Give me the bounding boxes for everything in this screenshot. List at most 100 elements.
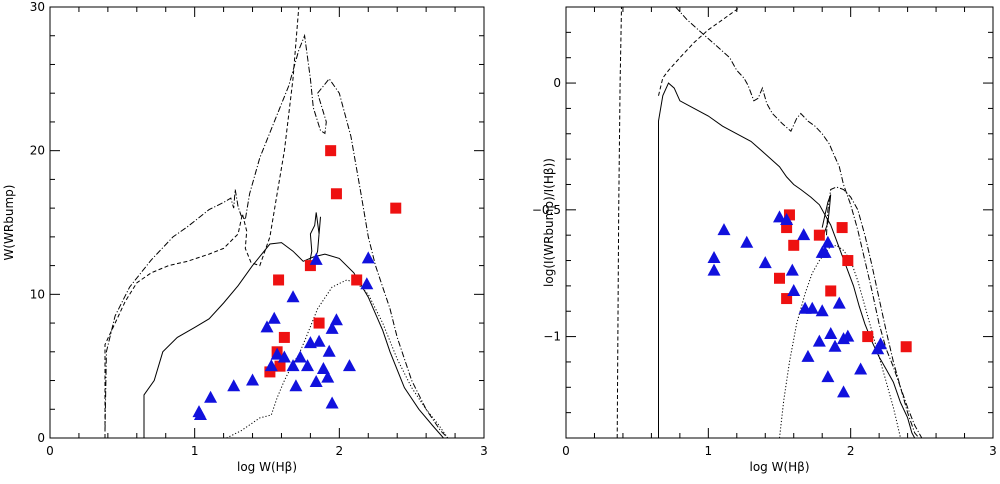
data-markers — [192, 145, 402, 421]
triangle-point — [277, 350, 291, 363]
triangle-point — [801, 349, 815, 362]
triangle-point — [841, 329, 855, 342]
square-point — [273, 274, 285, 286]
model-curve-solid — [308, 212, 321, 266]
triangle-point — [815, 304, 829, 317]
model-curve-dashdot — [826, 186, 920, 438]
model-curve-dashed — [658, 7, 740, 96]
triangle-point — [312, 334, 326, 347]
y-tick-label: 0 — [553, 76, 561, 90]
square-point — [390, 202, 402, 214]
triangle-point — [227, 379, 241, 392]
square-point — [304, 260, 316, 272]
square-point — [330, 188, 342, 200]
square-point — [313, 317, 325, 329]
triangle-point — [787, 283, 801, 296]
triangle-point — [824, 327, 838, 340]
model-curve-dashdot — [104, 33, 449, 438]
model-curve-dotted — [226, 279, 449, 438]
triangle-point — [193, 408, 207, 421]
model-curves — [50, 7, 449, 438]
triangle-point — [812, 334, 826, 347]
triangle-point — [361, 251, 375, 264]
triangle-point — [785, 263, 799, 276]
triangle-point — [874, 337, 888, 350]
x-tick-label: 1 — [191, 444, 199, 458]
model-curve-dashed — [616, 7, 622, 438]
y-axis-label: W(WRbump) — [2, 185, 16, 261]
triangle-point — [828, 339, 842, 352]
square-point — [900, 341, 912, 353]
x-tick-label: 2 — [847, 444, 855, 458]
square-point — [836, 222, 848, 234]
triangle-point — [818, 245, 832, 258]
square-point — [278, 331, 290, 343]
x-tick-label: 2 — [336, 444, 344, 458]
triangle-point — [329, 313, 343, 326]
square-point — [825, 285, 837, 297]
triangle-point — [316, 362, 330, 375]
triangle-point — [797, 228, 811, 241]
triangle-point — [270, 347, 284, 360]
x-axis-label: log W(Hβ) — [237, 460, 297, 474]
model-curve-solid — [821, 194, 832, 236]
triangle-point — [286, 290, 300, 303]
triangle-point — [325, 321, 339, 334]
triangle-point — [286, 359, 300, 372]
triangle-point — [740, 235, 754, 248]
triangle-point — [321, 370, 335, 383]
triangle-point — [707, 250, 721, 263]
square-point — [264, 366, 276, 378]
triangle-point — [821, 235, 835, 248]
square-point — [842, 255, 854, 267]
model-curve-dotted — [779, 244, 901, 438]
square-point — [813, 229, 825, 241]
square-point — [862, 331, 874, 343]
y-tick-label: 20 — [30, 144, 45, 158]
square-point — [325, 145, 337, 157]
square-point — [781, 293, 793, 305]
triangle-point — [267, 311, 281, 324]
triangle-point — [293, 350, 307, 363]
square-point — [783, 209, 795, 221]
triangle-point — [717, 223, 731, 236]
triangle-point — [758, 256, 772, 269]
triangle-point — [301, 359, 315, 372]
triangle-point — [773, 210, 786, 223]
square-point — [351, 274, 363, 286]
triangle-point — [260, 320, 274, 333]
triangle-point — [832, 296, 846, 309]
square-point — [274, 360, 286, 372]
right-plot-frame — [565, 6, 994, 439]
model-curve-solid — [50, 242, 444, 438]
triangle-point — [780, 212, 794, 225]
square-point — [781, 222, 793, 234]
model-curve-solid — [658, 82, 916, 438]
triangle-point — [360, 277, 374, 290]
triangle-point — [707, 263, 721, 276]
x-tick-label: 1 — [705, 444, 713, 458]
x-tick-label: 0 — [46, 444, 54, 458]
triangle-point — [325, 396, 339, 409]
model-curve-dashdot — [675, 7, 923, 438]
square-point — [788, 239, 800, 251]
left-plot-frame — [49, 6, 485, 439]
triangle-point — [246, 373, 260, 386]
square-point — [774, 272, 785, 284]
triangle-point — [821, 370, 835, 383]
right-panel: 0 1 2 3 0 −0.5 −1 log W(Hβ) log(I(WRbump)/I(Hβ)) — [532, 6, 997, 474]
y-tick-label: 30 — [30, 0, 45, 14]
triangle-point — [854, 362, 868, 375]
triangle-point — [805, 301, 819, 314]
triangle-point — [322, 344, 336, 357]
y-tick-label: 0 — [37, 431, 45, 445]
triangle-point — [342, 359, 356, 372]
x-tick-label: 3 — [480, 444, 488, 458]
triangle-point — [289, 379, 303, 392]
triangle-point — [309, 252, 323, 265]
model-curves — [616, 7, 923, 438]
triangle-point — [264, 359, 278, 372]
